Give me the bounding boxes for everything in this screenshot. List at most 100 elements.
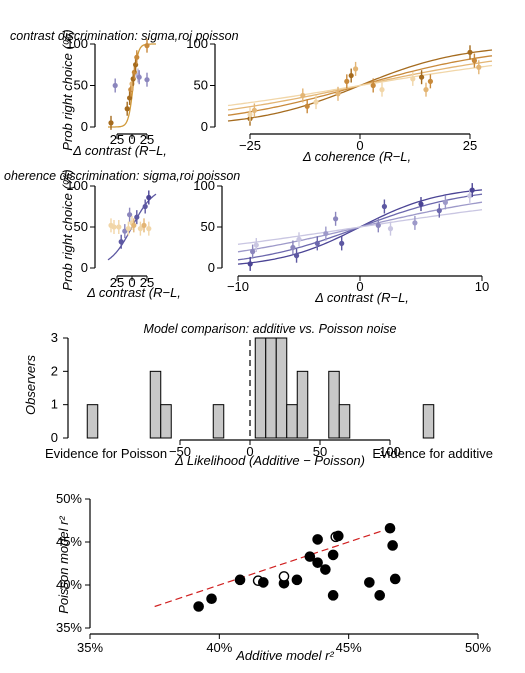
scatter-point bbox=[206, 593, 217, 605]
row1-panel0-data-point bbox=[111, 224, 117, 230]
scatter-point bbox=[258, 577, 269, 588]
row0-panel0-ytick-label: 0 bbox=[81, 119, 88, 134]
row1-panel0-xlabel: Δ contrast (R−L, bbox=[86, 285, 181, 300]
histogram-right-annotation: Evidence for additive bbox=[372, 446, 493, 461]
row0-panel1-data-point bbox=[370, 82, 376, 89]
row0-panel1-xlabel: Δ coherence (R−L, bbox=[302, 149, 411, 164]
row1-panel1-data-point bbox=[290, 244, 296, 251]
row1-panel1-ytick-label: 100 bbox=[193, 178, 215, 193]
scatter-point bbox=[389, 573, 401, 585]
row1-panel1-xtick-label: −10 bbox=[227, 279, 249, 294]
row1-panel0-data-point bbox=[127, 212, 133, 218]
row0-panel1-ytick-label: 100 bbox=[186, 36, 208, 51]
scatter-ytick-label: 35% bbox=[56, 620, 82, 635]
row0-panel0-data-point bbox=[144, 43, 150, 49]
scatter-point bbox=[374, 590, 386, 601]
row0-panel0-data-point bbox=[144, 77, 150, 83]
row0-panel0-data-point bbox=[134, 54, 140, 60]
row0-panel0-xtick-label: 0 bbox=[128, 132, 135, 147]
row0-panel0-data-point bbox=[136, 74, 142, 80]
scatter-point bbox=[320, 564, 331, 575]
row1-panel1-data-point bbox=[253, 242, 259, 248]
row0-panel0-xtick-label: 25 bbox=[110, 132, 124, 147]
scatter-point bbox=[291, 574, 303, 586]
scatter-ytick-label: 50% bbox=[56, 491, 82, 506]
row1-panel0-data-point bbox=[134, 214, 140, 220]
row1-panel0-xtick-label: 0 bbox=[128, 275, 135, 290]
row0-panel0-data-point bbox=[124, 106, 130, 112]
row1-panel0-ytick-label: 50 bbox=[74, 219, 88, 234]
histogram-bar bbox=[296, 370, 309, 439]
row0-panel1-data-point bbox=[353, 66, 359, 72]
scatter-point bbox=[327, 549, 339, 561]
row1-panel0-xtick-label: 25 bbox=[110, 275, 124, 290]
row1-panel1-data-point bbox=[469, 187, 475, 193]
histogram-bar bbox=[265, 337, 277, 439]
row1-panel0-data-point bbox=[116, 224, 122, 230]
row1-panel1-fit-curve-3 bbox=[237, 209, 483, 245]
row1-panel0-data-point bbox=[125, 226, 131, 232]
scatter-point bbox=[193, 601, 204, 612]
row0-panel1-data-point bbox=[247, 111, 253, 118]
histogram-xlabel: Δ Likelihood (Additive − Poisson) bbox=[174, 453, 365, 468]
row1-panel1-data-point bbox=[314, 240, 320, 246]
row0-panel0-xtick-label: 25 bbox=[140, 132, 154, 147]
row0-panel1-ytick-label: 0 bbox=[201, 119, 208, 134]
row0-panel1-data-point bbox=[348, 72, 354, 79]
scatter-xlabel: Additive model r² bbox=[235, 648, 334, 663]
row1-panel0-data-point bbox=[146, 194, 152, 201]
row1-panel0-ytick-label: 100 bbox=[66, 178, 88, 193]
row0-panel1-data-point bbox=[419, 74, 425, 80]
row0-panel1-data-point bbox=[467, 49, 473, 55]
row1-panel0-data-point bbox=[142, 203, 148, 210]
scatter-xtick-label: 35% bbox=[77, 640, 103, 655]
scatter-xtick-label: 50% bbox=[465, 640, 491, 655]
row0-panel1-data-point bbox=[379, 87, 385, 93]
row1-panel0-data-point bbox=[146, 226, 152, 232]
row1-panel1-data-point bbox=[387, 226, 394, 232]
row0-panel0-data-point bbox=[112, 82, 118, 89]
row0-panel0-xlabel: Δ contrast (R−L, bbox=[72, 143, 167, 158]
scatter-point bbox=[278, 571, 290, 582]
row0-panel1-xtick-label: 0 bbox=[356, 138, 363, 153]
row1-panel1-data-point bbox=[381, 203, 387, 210]
row1-panel1-data-point bbox=[247, 261, 253, 267]
histogram-bar bbox=[254, 337, 267, 439]
row1-panel0-data-point bbox=[118, 239, 124, 245]
scatter-point bbox=[384, 522, 396, 534]
row0-panel1-data-point bbox=[410, 76, 416, 82]
row0-panel1-xtick-label: −25 bbox=[239, 138, 261, 153]
row1-panel1-data-point bbox=[339, 240, 345, 246]
scatter-point bbox=[327, 590, 339, 601]
row1-panel1-xlabel: Δ contrast (R−L, bbox=[314, 290, 409, 305]
row1-panel1-ytick-label: 50 bbox=[201, 219, 215, 234]
scatter-ylabel: Poisson model r² bbox=[56, 516, 71, 614]
row0-panel1-data-point bbox=[427, 78, 433, 84]
row1-panel1-data-point bbox=[296, 236, 302, 242]
row1-ylabel: Prob right choice (%) bbox=[60, 169, 75, 290]
row0-panel0-ytick-label: 100 bbox=[66, 36, 88, 51]
row1-panel0-xtick-label: 25 bbox=[140, 275, 154, 290]
scatter-xtick-label: 40% bbox=[206, 640, 232, 655]
scatter-point bbox=[312, 534, 323, 545]
row1-panel1-data-point bbox=[442, 199, 448, 205]
row1-panel1-data-point bbox=[467, 193, 473, 199]
histogram-ytick-label: 2 bbox=[51, 363, 58, 378]
row0-panel0-ytick-label: 50 bbox=[74, 78, 88, 93]
histogram-bar bbox=[86, 404, 99, 439]
row1-panel1-xtick-label: 0 bbox=[356, 279, 363, 294]
histogram-bar bbox=[149, 370, 162, 439]
histogram-xtick-label: 100 bbox=[379, 444, 401, 459]
histogram-bar bbox=[422, 404, 435, 439]
histogram-ytick-label: 3 bbox=[51, 330, 58, 345]
row1-panel0-data-point bbox=[141, 222, 147, 228]
histogram-title: Model comparison: additive vs. Poisson n… bbox=[144, 322, 397, 336]
scatter-point bbox=[387, 540, 398, 551]
scatter-xtick-label: 45% bbox=[336, 640, 362, 655]
row1-panel1-data-point bbox=[333, 216, 339, 222]
histogram-xtick-label: 50 bbox=[313, 444, 327, 459]
row1-panel1-data-point bbox=[250, 249, 256, 255]
histogram-ylabel: Observers bbox=[23, 355, 38, 415]
row0-panel1-data-point bbox=[300, 92, 306, 99]
